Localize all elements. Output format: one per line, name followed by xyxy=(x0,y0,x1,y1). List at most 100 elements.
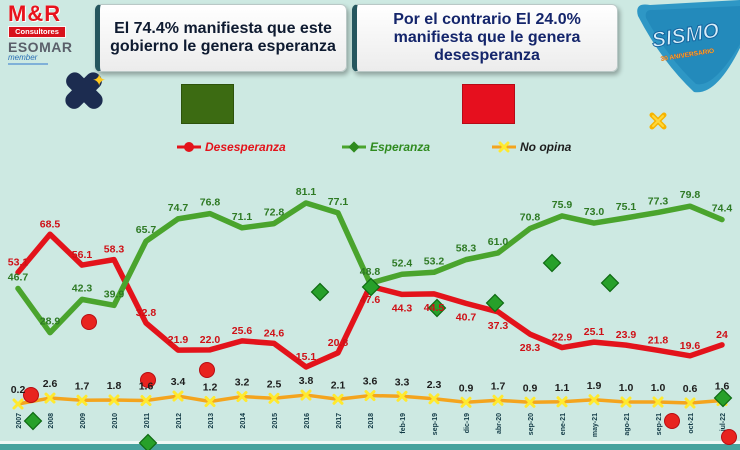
stray-red-dot-icon xyxy=(140,372,156,388)
x-marker-icon xyxy=(620,396,632,408)
data-label: 48.8 xyxy=(360,266,381,278)
data-label: 0.9 xyxy=(459,382,474,394)
sismo-logo: SISMO 30 ANIVERSARIO xyxy=(637,0,740,93)
data-label: 24 xyxy=(716,329,728,341)
data-label: 65.7 xyxy=(136,224,157,236)
data-label: 0.2 xyxy=(11,384,26,396)
stray-green-diamond-icon xyxy=(600,273,620,293)
data-label: 56.1 xyxy=(72,249,93,261)
x-marker-icon xyxy=(108,394,120,406)
x-marker-icon xyxy=(12,398,24,410)
data-label: 72.8 xyxy=(264,207,285,219)
data-label: 19.6 xyxy=(680,340,701,352)
data-label: 1.6 xyxy=(139,381,154,393)
legend-label: Esperanza xyxy=(370,140,431,154)
data-label: 23.9 xyxy=(616,329,637,341)
stray-green-diamond-icon xyxy=(427,298,447,318)
x-axis-label: 2014 xyxy=(240,413,247,429)
data-label: 1.2 xyxy=(203,382,218,394)
data-label: 58.3 xyxy=(456,243,477,255)
x-axis-label: 2009 xyxy=(80,413,87,429)
stray-red-dot-icon xyxy=(721,429,737,445)
data-label: 1.0 xyxy=(619,382,634,394)
data-label: 37.3 xyxy=(488,320,509,332)
x-mark-legend-icon xyxy=(492,141,516,153)
data-label: 1.7 xyxy=(491,380,506,392)
x-axis-label: abr-20 xyxy=(496,413,503,434)
data-label: 28.3 xyxy=(520,342,541,354)
data-label: 22.9 xyxy=(552,332,573,344)
data-label: 20.8 xyxy=(328,337,349,349)
x-axis-label: 2012 xyxy=(176,413,183,429)
mr-consultores-logo: M&R Consultores ESOMAR member xyxy=(8,1,73,65)
stray-green-diamond-icon xyxy=(361,277,381,297)
data-label: 71.1 xyxy=(232,211,253,223)
data-label: 1.6 xyxy=(715,381,730,393)
x-axis-label: ago-21 xyxy=(624,413,631,436)
legend-item-desesperanza: Desesperanza xyxy=(176,140,286,154)
stray-green-diamond-icon xyxy=(713,388,733,408)
data-label: 42.3 xyxy=(72,282,93,294)
data-label: 74.7 xyxy=(168,202,189,214)
data-label: 3.8 xyxy=(299,375,314,387)
headline-esperanza: El 74.4% manifiesta que este gobierno le… xyxy=(95,4,347,72)
data-label: 39.9 xyxy=(104,288,125,300)
data-label: 77.1 xyxy=(328,196,349,208)
stray-green-diamond-icon xyxy=(138,433,158,450)
data-label: 28.9 xyxy=(40,316,61,328)
data-label: 0.6 xyxy=(683,383,698,395)
data-label: 1.0 xyxy=(651,382,666,394)
x-marker-icon xyxy=(236,391,248,403)
legend-label: No opina xyxy=(520,140,572,154)
data-label: 3.6 xyxy=(363,376,378,388)
data-label: 61.0 xyxy=(488,236,509,248)
data-label: 1.7 xyxy=(75,380,90,392)
esomar-label: ESOMAR xyxy=(8,38,73,55)
data-label: 75.9 xyxy=(552,199,573,211)
x-axis-label: 2018 xyxy=(368,413,375,429)
data-label: 77.3 xyxy=(648,195,669,207)
stray-red-dot-icon xyxy=(23,387,39,403)
data-label: 44.5 xyxy=(424,302,445,314)
x-axis-label: 2013 xyxy=(208,413,215,429)
x-marker-icon xyxy=(588,394,600,406)
esomar-member-label: member xyxy=(8,53,48,65)
data-label: 47.6 xyxy=(360,294,381,306)
data-label: 21.8 xyxy=(648,334,669,346)
diamond-legend-icon xyxy=(342,141,366,153)
data-label: 81.1 xyxy=(296,186,317,198)
legend-label: Desesperanza xyxy=(205,140,286,154)
x-axis-label: may-21 xyxy=(592,413,599,437)
x-marker-icon xyxy=(300,389,312,401)
stray-green-diamond-icon xyxy=(485,293,505,313)
data-label: 1.1 xyxy=(555,382,570,394)
x-marker-icon xyxy=(396,390,408,402)
data-label: 52.4 xyxy=(392,257,413,269)
yellow-cross-decoration-icon xyxy=(649,112,667,130)
data-label: 3.2 xyxy=(235,377,250,389)
x-marker-icon xyxy=(652,396,664,408)
data-label: 68.5 xyxy=(40,218,61,230)
x-axis-label: 2008 xyxy=(48,413,55,429)
data-label: 1.8 xyxy=(107,380,122,392)
data-label: 53.1 xyxy=(8,257,29,269)
x-axis-label: feb-19 xyxy=(400,413,407,434)
data-label: 58.3 xyxy=(104,244,125,256)
esperanza-pointer-square xyxy=(181,84,234,124)
x-axis-label: oct-21 xyxy=(688,413,695,434)
x-marker-icon xyxy=(684,397,696,409)
legend-item-esperanza: Esperanza xyxy=(341,140,430,154)
x-marker-icon xyxy=(556,396,568,408)
data-label: 0.9 xyxy=(523,382,538,394)
x-marker-icon xyxy=(268,392,280,404)
data-label: 25.1 xyxy=(584,326,605,338)
data-label: 79.8 xyxy=(680,189,701,201)
x-axis-label: sep-20 xyxy=(528,413,535,435)
x-marker-icon xyxy=(460,396,472,408)
mr-logo-text: M&R xyxy=(8,1,62,26)
cross-star-decoration-icon: ✦ xyxy=(65,71,106,109)
stray-red-dot-icon xyxy=(199,362,215,378)
data-label: 2.6 xyxy=(43,378,58,390)
